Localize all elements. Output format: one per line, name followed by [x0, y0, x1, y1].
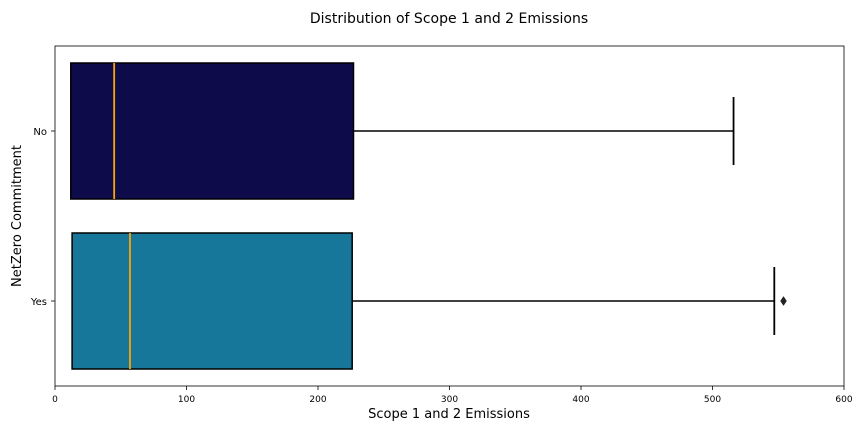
box-group-yes	[71, 232, 787, 370]
box-body	[70, 62, 355, 200]
box-group-no	[70, 62, 735, 200]
y-tick-label: Yes	[30, 297, 47, 308]
boxes-layer	[70, 62, 787, 370]
x-axis-label: Scope 1 and 2 Emissions	[368, 407, 530, 422]
x-tick-label: 200	[309, 395, 326, 405]
x-axis-ticks: 0 100 200 300 400 500 600	[52, 386, 853, 405]
x-tick-label: 0	[52, 395, 58, 405]
box-body	[71, 232, 353, 370]
y-axis-label: NetZero Commitment	[10, 145, 25, 287]
y-tick-label: No	[33, 127, 47, 138]
x-tick-label: 400	[572, 395, 589, 405]
chart-title: Distribution of Scope 1 and 2 Emissions	[310, 11, 588, 27]
x-tick-label: 300	[441, 395, 458, 405]
x-tick-label: 500	[704, 395, 721, 405]
outlier-point	[780, 296, 787, 306]
x-tick-label: 100	[178, 395, 195, 405]
x-tick-label: 600	[835, 395, 852, 405]
y-axis-ticks: No Yes	[30, 127, 55, 308]
